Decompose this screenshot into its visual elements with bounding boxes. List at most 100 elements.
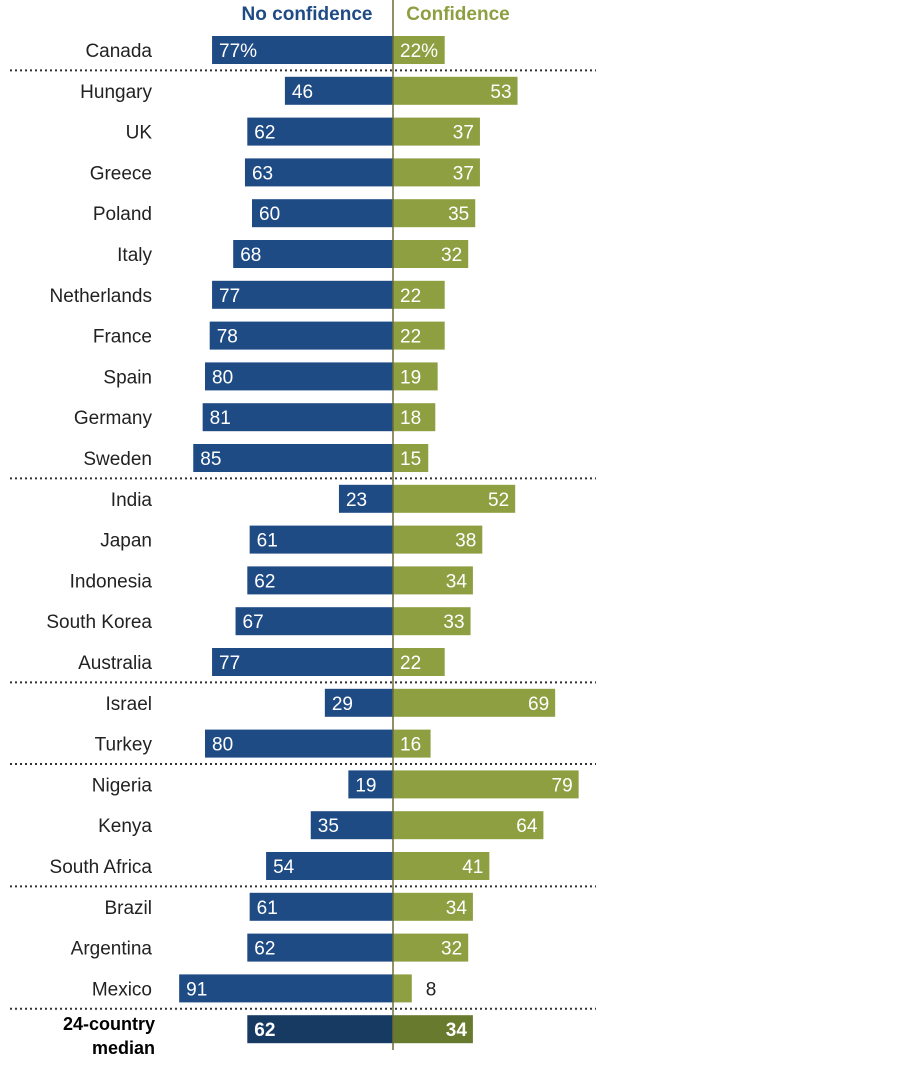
- category-label-canada: Canada: [85, 41, 152, 62]
- bars-group: [179, 36, 579, 1044]
- value-label-confidence: 22: [400, 653, 421, 674]
- bar-confidence-sweden: [393, 444, 429, 472]
- value-label-confidence: 35: [448, 204, 469, 225]
- bar-no-confidence-turkey: [205, 729, 393, 758]
- bar-no-confidence-germany: [202, 403, 393, 432]
- value-label-no-confidence: 61: [257, 531, 278, 552]
- bar-confidence-netherlands: [393, 280, 445, 309]
- bar-no-confidence-kenya: [310, 811, 393, 840]
- value-label-no-confidence: 77: [219, 653, 240, 674]
- bar-no-confidence-india: [338, 484, 393, 513]
- value-label-no-confidence: 46: [292, 82, 313, 103]
- bar-no-confidence-uk: [247, 117, 393, 146]
- bar-confidence-italy: [393, 240, 469, 268]
- category-label-argentina: Argentina: [71, 939, 153, 960]
- bar-no-confidence-indonesia: [247, 566, 393, 595]
- category-label-hungary: Hungary: [80, 82, 152, 103]
- value-label-no-confidence: 80: [212, 735, 233, 756]
- category-label-italy: Italy: [117, 245, 152, 266]
- bar-confidence-mexico: [393, 974, 412, 1003]
- bar-confidence-argentina: [393, 933, 469, 962]
- category-label-mexico: Mexico: [92, 979, 152, 1000]
- category-label-nigeria: Nigeria: [92, 775, 153, 796]
- bar-no-confidence-netherlands: [212, 280, 393, 309]
- bar-confidence-south-africa: [393, 852, 490, 880]
- value-label-no-confidence: 54: [273, 857, 295, 878]
- category-label-greece: Greece: [90, 163, 152, 184]
- bar-no-confidence-nigeria: [348, 770, 393, 799]
- value-label-no-confidence: 29: [332, 694, 353, 715]
- bar-no-confidence-japan: [249, 525, 393, 554]
- category-label-median-line-1: 24-country: [63, 1014, 155, 1034]
- bar-confidence-hungary: [393, 76, 518, 105]
- value-label-confidence: 37: [453, 163, 474, 184]
- bar-no-confidence-sweden: [193, 444, 393, 472]
- category-label-israel: Israel: [106, 694, 152, 715]
- bar-confidence-israel: [393, 688, 556, 717]
- value-label-no-confidence: 61: [257, 898, 278, 919]
- category-label-sweden: Sweden: [83, 449, 152, 470]
- bar-confidence-germany: [393, 403, 436, 432]
- value-label-no-confidence: 62: [254, 939, 275, 960]
- value-label-confidence: 34: [446, 571, 468, 592]
- value-label-confidence: 69: [528, 694, 549, 715]
- bar-no-confidence-poland: [252, 199, 393, 228]
- value-label-confidence: 32: [441, 939, 462, 960]
- category-label-south-africa: South Africa: [50, 857, 153, 878]
- value-label-no-confidence: 62: [254, 123, 275, 144]
- category-label-uk: UK: [126, 123, 153, 144]
- value-label-no-confidence: 77: [219, 286, 240, 307]
- bar-confidence-australia: [393, 648, 445, 676]
- bar-no-confidence-argentina: [247, 933, 393, 962]
- category-label-south-korea: South Korea: [46, 612, 152, 633]
- bar-no-confidence-spain: [205, 362, 393, 391]
- bar-confidence-nigeria: [393, 770, 579, 799]
- bar-confidence-south-korea: [393, 607, 471, 636]
- value-label-confidence: 22: [400, 286, 421, 307]
- bar-no-confidence-canada: [212, 36, 393, 64]
- category-label-median-line-2: median: [92, 1038, 155, 1058]
- category-label-kenya: Kenya: [98, 816, 152, 837]
- value-label-no-confidence: 78: [217, 327, 238, 348]
- category-label-germany: Germany: [74, 408, 153, 429]
- value-label-no-confidence: 62: [254, 571, 275, 592]
- legend-no-confidence: No confidence: [242, 4, 373, 25]
- bar-no-confidence-france: [209, 321, 393, 350]
- value-label-confidence: 34: [446, 898, 468, 919]
- category-label-turkey: Turkey: [95, 735, 153, 756]
- value-label-confidence: 41: [462, 857, 483, 878]
- category-label-poland: Poland: [93, 204, 152, 225]
- category-label-spain: Spain: [103, 367, 152, 388]
- bar-confidence-kenya: [393, 811, 544, 840]
- bar-confidence-poland: [393, 199, 476, 228]
- bar-no-confidence-hungary: [284, 76, 393, 105]
- bar-confidence-turkey: [393, 729, 431, 758]
- value-label-no-confidence: 81: [210, 408, 231, 429]
- value-label-no-confidence: 85: [200, 449, 221, 470]
- value-label-no-confidence: 80: [212, 367, 233, 388]
- bar-no-confidence-mexico: [179, 974, 393, 1003]
- value-label-confidence: 22%: [400, 41, 438, 62]
- bar-confidence-france: [393, 321, 445, 350]
- category-label-netherlands: Netherlands: [50, 286, 152, 307]
- bar-no-confidence-24-country-median: [247, 1015, 393, 1044]
- category-label-japan: Japan: [100, 531, 152, 552]
- value-label-no-confidence: 68: [240, 245, 261, 266]
- value-label-confidence: 79: [552, 775, 573, 796]
- value-label-confidence: 19: [400, 367, 421, 388]
- value-label-no-confidence: 23: [346, 490, 367, 511]
- value-label-confidence: 37: [453, 123, 474, 144]
- value-label-no-confidence: 19: [355, 775, 376, 796]
- value-label-no-confidence: 63: [252, 163, 273, 184]
- legend-confidence: Confidence: [406, 4, 509, 25]
- bar-no-confidence-australia: [212, 648, 393, 676]
- value-label-no-confidence: 60: [259, 204, 280, 225]
- value-label-confidence: 8: [426, 979, 437, 1000]
- bar-confidence-uk: [393, 117, 480, 146]
- value-label-confidence: 22: [400, 327, 421, 348]
- bar-no-confidence-brazil: [249, 892, 393, 921]
- bar-no-confidence-south-korea: [235, 607, 393, 636]
- category-label-brazil: Brazil: [104, 898, 152, 919]
- value-label-no-confidence: 77%: [219, 41, 257, 62]
